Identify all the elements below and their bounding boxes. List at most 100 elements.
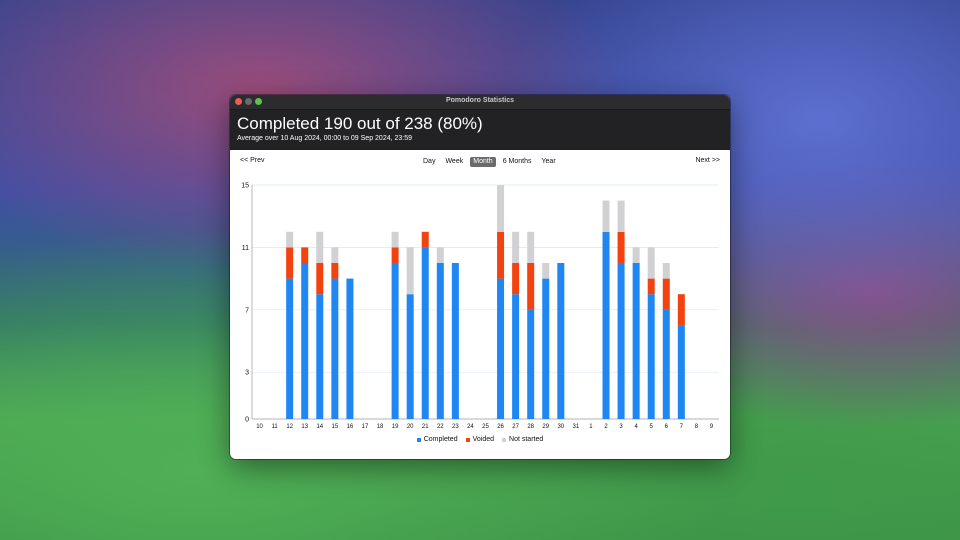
bar-segment-voided <box>497 231 505 279</box>
bar-segment-not-started <box>497 185 505 232</box>
x-tick-label: 13 <box>301 424 308 430</box>
y-tick-label: 7 <box>245 307 249 314</box>
bar-segment-not-started <box>286 231 294 248</box>
bar-segment-completed <box>391 263 399 419</box>
x-tick-label: 8 <box>695 424 699 430</box>
x-tick-label: 1 <box>589 424 593 430</box>
period-tab-month[interactable]: Month <box>470 157 496 167</box>
period-tab-day[interactable]: Day <box>423 158 436 165</box>
bar-segment-completed <box>286 278 294 419</box>
bar-segment-not-started <box>316 231 324 263</box>
bar-segment-not-started <box>527 231 535 263</box>
bar-segment-completed <box>331 278 339 419</box>
bar-segment-not-started <box>542 263 550 279</box>
title-bar[interactable]: Pomodoro Statistics <box>230 95 730 110</box>
prev-button[interactable]: << Prev <box>240 157 265 164</box>
x-tick-label: 24 <box>467 424 474 430</box>
x-tick-label: 9 <box>710 424 714 430</box>
x-tick-label: 12 <box>286 424 293 430</box>
y-tick-label: 3 <box>245 370 249 377</box>
bar-segment-voided <box>617 231 625 263</box>
bar-segment-completed <box>512 294 520 419</box>
x-tick-label: 2 <box>604 424 608 430</box>
bar-segment-completed <box>301 263 309 419</box>
bar-segment-voided <box>512 263 520 295</box>
legend-label: Completed <box>423 436 458 443</box>
x-tick-label: 26 <box>497 424 504 430</box>
x-tick-label: 28 <box>527 424 534 430</box>
bar-segment-completed <box>421 247 429 419</box>
bar-segment-not-started <box>662 263 670 279</box>
legend-swatch <box>502 437 507 442</box>
x-tick-label: 31 <box>573 424 580 430</box>
next-button[interactable]: Next >> <box>695 157 720 164</box>
period-tab-year[interactable]: Year <box>541 158 556 165</box>
x-tick-label: 11 <box>271 424 278 430</box>
x-tick-label: 29 <box>542 424 549 430</box>
x-tick-label: 7 <box>680 424 684 430</box>
y-tick-label: 11 <box>242 245 249 252</box>
bar-segment-completed <box>602 231 610 419</box>
x-tick-label: 4 <box>634 424 638 430</box>
bar-segment-voided <box>301 247 309 263</box>
bar-segment-completed <box>677 325 685 419</box>
y-tick-label: 0 <box>245 417 249 424</box>
window-title: Pomodoro Statistics <box>445 97 515 104</box>
x-tick-label: 14 <box>316 424 323 430</box>
bar-segment-voided <box>421 231 429 248</box>
x-tick-label: 10 <box>256 424 263 430</box>
bar-segment-completed <box>647 294 655 419</box>
x-tick-label: 23 <box>452 424 459 430</box>
x-tick-label: 15 <box>332 424 339 430</box>
x-tick-label: 18 <box>377 424 384 430</box>
bar-segment-voided <box>286 247 294 279</box>
bar-segment-completed <box>557 263 565 419</box>
x-tick-label: 22 <box>437 424 444 430</box>
zoom-window-button[interactable] <box>255 98 262 105</box>
bar-segment-voided <box>331 263 339 279</box>
x-tick-label: 19 <box>392 424 399 430</box>
summary-header: Completed 190 out of 238 (80%) Average o… <box>230 110 730 150</box>
close-window-button[interactable] <box>235 98 242 105</box>
bar-segment-completed <box>406 294 414 419</box>
x-tick-label: 25 <box>482 424 489 430</box>
bar-segment-not-started <box>617 200 625 232</box>
bar-segment-completed <box>497 278 505 419</box>
bar-segment-completed <box>632 263 640 419</box>
bar-segment-completed <box>617 263 625 419</box>
bar-segment-not-started <box>512 231 520 263</box>
bar-segment-voided <box>647 278 655 295</box>
bar-segment-completed <box>527 309 535 419</box>
bar-segment-not-started <box>406 247 414 295</box>
bar-segment-not-started <box>331 247 339 263</box>
bar-segment-completed <box>316 294 324 419</box>
bar-segment-completed <box>346 278 354 419</box>
legend-swatch <box>465 437 470 442</box>
bar-segment-not-started <box>632 247 640 263</box>
legend-item-not-started: Not started <box>502 436 543 443</box>
bar-segment-voided <box>391 247 399 263</box>
x-tick-label: 5 <box>650 424 654 430</box>
bar-segment-voided <box>527 263 535 310</box>
legend-item-completed: Completed <box>416 436 458 443</box>
bar-segment-not-started <box>647 247 655 279</box>
x-tick-label: 17 <box>362 424 369 430</box>
legend-label: Not started <box>509 436 544 443</box>
minimize-window-button[interactable] <box>245 98 252 105</box>
y-tick-label: 15 <box>241 183 249 190</box>
bar-segment-completed <box>542 278 550 419</box>
bar-segment-completed <box>451 263 459 419</box>
x-tick-label: 16 <box>347 424 354 430</box>
period-tab-week[interactable]: Week <box>445 158 464 165</box>
statistics-window: Pomodoro Statistics Completed 190 out of… <box>230 95 730 459</box>
x-tick-label: 27 <box>512 424 519 430</box>
bar-segment-completed <box>662 309 670 419</box>
bar-segment-not-started <box>602 200 610 232</box>
x-tick-label: 21 <box>422 424 429 430</box>
x-tick-label: 3 <box>619 424 623 430</box>
period-tab-6-months[interactable]: 6 Months <box>502 158 532 165</box>
period-selector: Day Week Month 6 Months Year <box>420 157 559 167</box>
bar-segment-voided <box>677 294 685 326</box>
bar-segment-not-started <box>391 231 399 248</box>
